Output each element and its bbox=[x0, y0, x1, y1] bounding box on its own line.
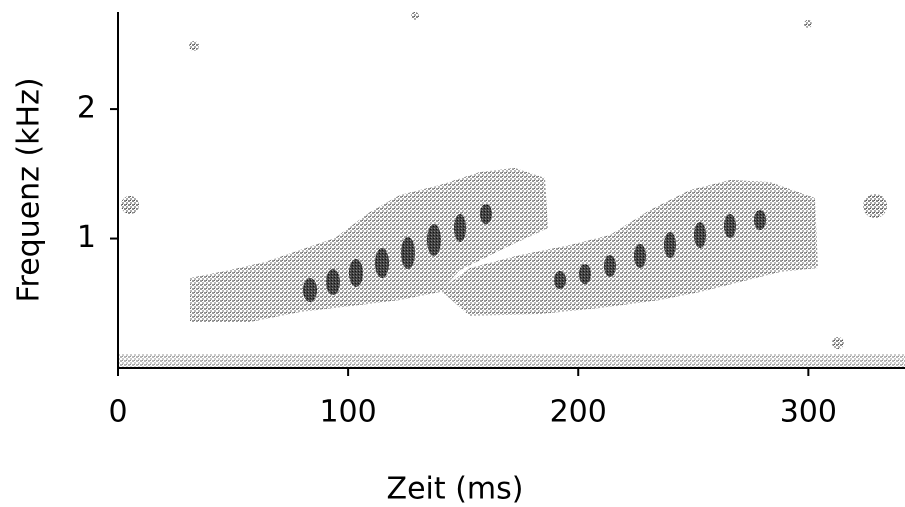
x-tick-label: 300 bbox=[780, 395, 837, 430]
spectrogram-texture bbox=[118, 12, 905, 367]
x-tick-label: 100 bbox=[319, 395, 376, 430]
x-axis-label: Zeit (ms) bbox=[387, 472, 524, 507]
y-tick-label: 2 bbox=[77, 91, 96, 126]
x-tick-label: 200 bbox=[550, 395, 607, 430]
y-axis-label: Frequenz (kHz) bbox=[12, 77, 47, 302]
y-tick-label: 1 bbox=[77, 220, 96, 255]
x-tick-label: 0 bbox=[108, 395, 127, 430]
